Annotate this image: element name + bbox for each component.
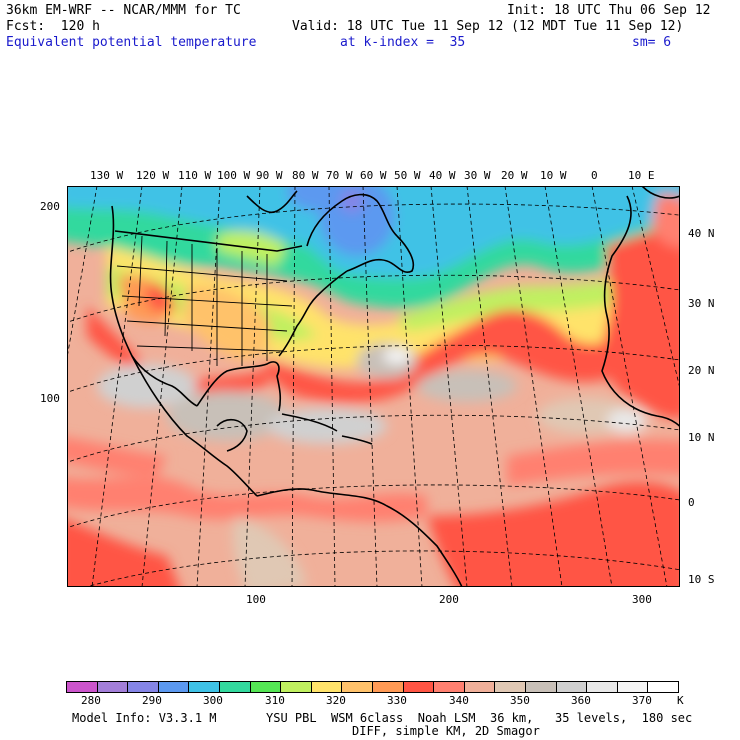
colorbar-swatch (372, 682, 404, 692)
colorbar-label: 370 (632, 694, 652, 707)
coastlines (109, 186, 680, 587)
map-panel (67, 186, 680, 587)
colorbar-swatch (311, 682, 343, 692)
colorbar-swatch (97, 682, 129, 692)
diffusion-info: DIFF, simple KM, 2D Smagor (352, 724, 540, 738)
physics-info: YSU PBL WSM 6class Noah LSM 36 km, 35 le… (266, 711, 693, 725)
lon-label: 100 W (217, 169, 251, 182)
colorbar-swatch (617, 682, 649, 692)
lon-label: 0 (591, 169, 598, 182)
valid-time: Valid: 18 UTC Tue 11 Sep 12 (12 MDT Tue … (292, 19, 684, 34)
lon-label: 70 W (326, 169, 353, 182)
colorbar-swatch (495, 682, 526, 692)
field-name: Equivalent potential temperature (6, 35, 257, 50)
lon-label: 120 W (136, 169, 170, 182)
colorbar-swatch (250, 682, 282, 692)
colorbar-swatch (219, 682, 251, 692)
lat-label: 40 N (688, 227, 715, 240)
grid-label-left: 100 (40, 392, 60, 405)
colorbar-swatch (158, 682, 190, 692)
colorbar-swatch (648, 682, 678, 692)
lon-label: 10 E (628, 169, 655, 182)
grid-label-bottom: 200 (439, 593, 459, 606)
colorbar (66, 681, 679, 693)
colorbar-swatch (281, 682, 312, 692)
lat-label: 10 S (688, 573, 715, 586)
lat-label: 0 (688, 496, 695, 509)
init-time: Init: 18 UTC Thu 06 Sep 12 (507, 3, 711, 18)
lon-label: 110 W (178, 169, 212, 182)
colorbar-unit: K (677, 694, 684, 707)
colorbar-swatch (556, 682, 588, 692)
level-info: at k-index = 35 (340, 35, 466, 50)
lat-label: 20 N (688, 364, 715, 377)
colorbar-swatch (403, 682, 435, 692)
lon-label: 130 W (90, 169, 124, 182)
colorbar-label: 360 (571, 694, 591, 707)
colorbar-label: 340 (449, 694, 469, 707)
colorbar-label: 280 (81, 694, 101, 707)
lat-label: 30 N (688, 297, 715, 310)
lon-label: 40 W (429, 169, 456, 182)
lat-label: 10 N (688, 431, 715, 444)
colorbar-swatch (525, 682, 557, 692)
colorbar-swatch (464, 682, 496, 692)
colorbar-label: 350 (510, 694, 530, 707)
colorbar-label: 330 (387, 694, 407, 707)
colorbar-swatch (128, 682, 159, 692)
colorbar-swatch (587, 682, 618, 692)
colorbar-label: 290 (142, 694, 162, 707)
lon-label: 10 W (540, 169, 567, 182)
colorbar-label: 300 (203, 694, 223, 707)
forecast-hour: Fcst: 120 h (6, 19, 100, 34)
model-title: 36km EM-WRF -- NCAR/MMM for TC (6, 3, 241, 18)
colorbar-swatch (434, 682, 465, 692)
map-frame (67, 186, 680, 587)
colorbar-swatch (342, 682, 373, 692)
lon-label: 90 W (256, 169, 283, 182)
colorbar-swatch (67, 682, 98, 692)
smoothing-info: sm= 6 (632, 35, 672, 50)
grid-label-bottom: 300 (632, 593, 652, 606)
lon-label: 80 W (292, 169, 319, 182)
lon-label: 60 W (360, 169, 387, 182)
grid-label-bottom: 100 (246, 593, 266, 606)
colorbar-label: 320 (326, 694, 346, 707)
colorbar-swatch (189, 682, 220, 692)
lon-label: 30 W (464, 169, 491, 182)
lon-label: 50 W (394, 169, 421, 182)
lon-label: 20 W (501, 169, 528, 182)
grid-label-left: 200 (40, 200, 60, 213)
state-borders (116, 235, 293, 366)
model-info: Model Info: V3.3.1 M (72, 711, 217, 725)
colorbar-label: 310 (265, 694, 285, 707)
